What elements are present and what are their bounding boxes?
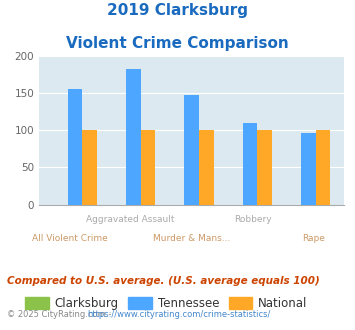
Text: Aggravated Assault: Aggravated Assault	[86, 214, 175, 223]
Bar	[316, 130, 331, 205]
Bar	[67, 89, 82, 205]
Text: 2019 Clarksburg: 2019 Clarksburg	[107, 3, 248, 18]
Text: © 2025 CityRating.com -: © 2025 CityRating.com -	[7, 310, 114, 319]
Text: Compared to U.S. average. (U.S. average equals 100): Compared to U.S. average. (U.S. average …	[7, 276, 320, 285]
Bar	[257, 130, 272, 205]
Text: Rape: Rape	[302, 234, 325, 243]
Text: https://www.cityrating.com/crime-statistics/: https://www.cityrating.com/crime-statist…	[87, 310, 271, 319]
Bar	[199, 130, 214, 205]
Bar	[82, 130, 97, 205]
Text: All Violent Crime: All Violent Crime	[32, 234, 108, 243]
Legend: Clarksburg, Tennessee, National: Clarksburg, Tennessee, National	[21, 292, 312, 315]
Text: Robbery: Robbery	[234, 214, 272, 223]
Text: Violent Crime Comparison: Violent Crime Comparison	[66, 36, 289, 51]
Bar	[301, 133, 316, 205]
Bar	[184, 95, 199, 205]
Bar	[141, 130, 155, 205]
Text: Murder & Mans...: Murder & Mans...	[153, 234, 230, 243]
Bar	[243, 123, 257, 205]
Bar	[126, 69, 141, 205]
